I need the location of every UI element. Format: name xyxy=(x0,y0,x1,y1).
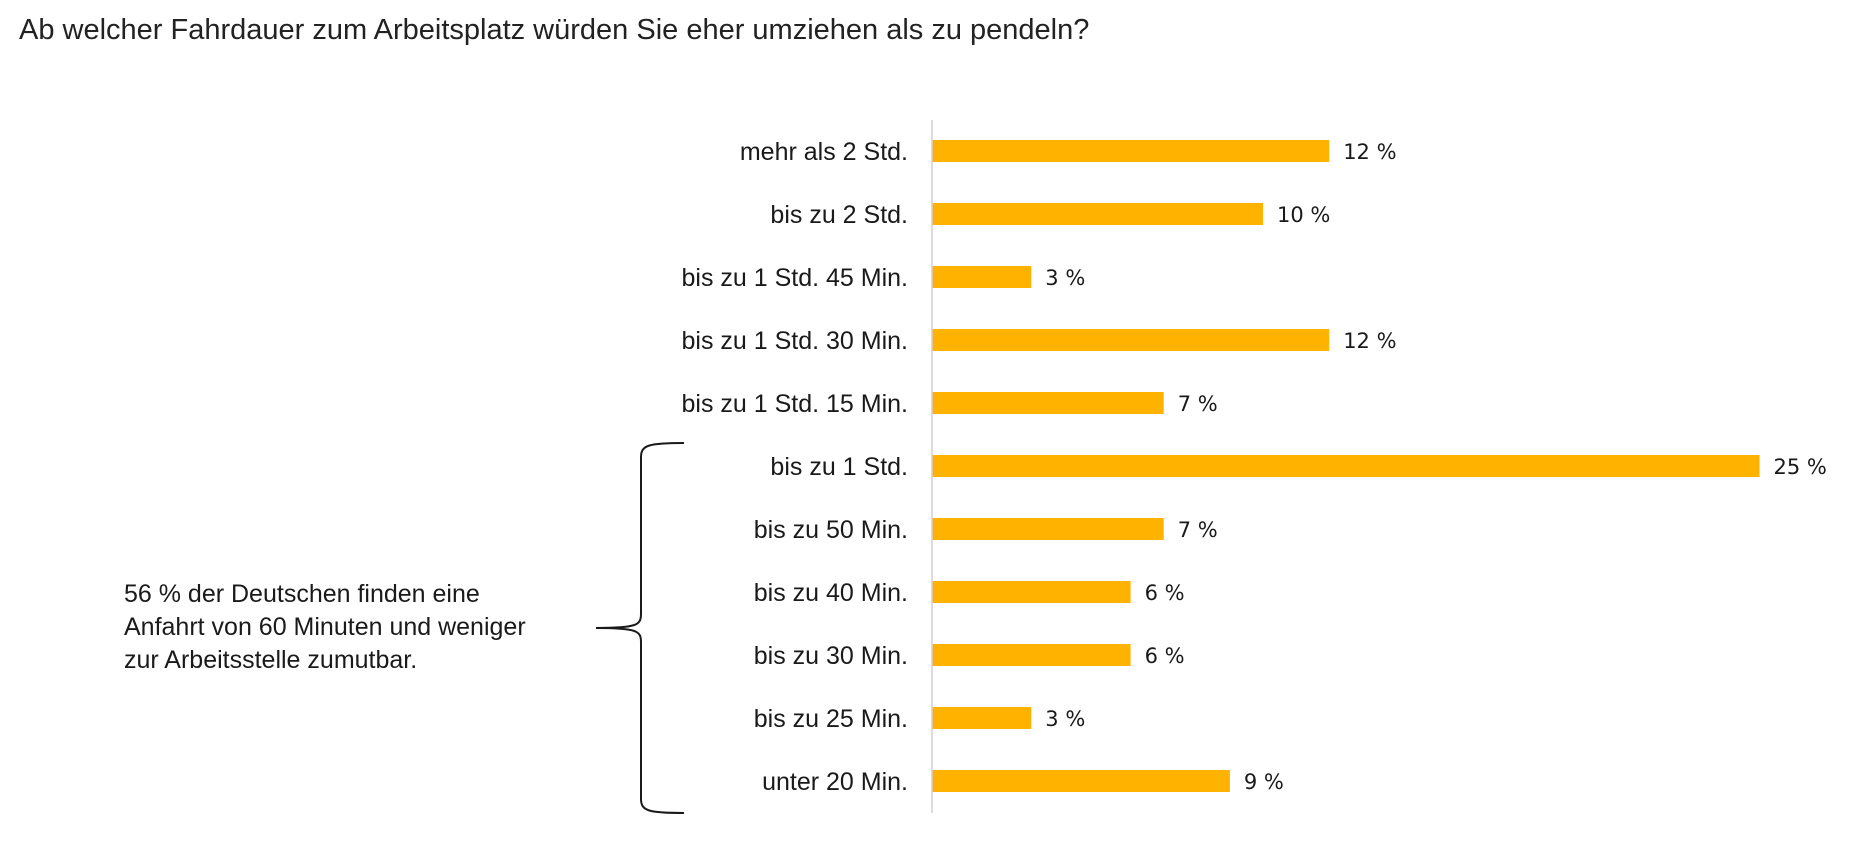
bars-group: mehr als 2 Std. 12 % bis zu 2 Std. 10 % bis … xyxy=(681,138,1826,796)
value-label: 25 % xyxy=(1774,455,1827,479)
value-label: 12 % xyxy=(1343,140,1396,164)
bar xyxy=(932,392,1164,414)
category-label: bis zu 50 Min. xyxy=(754,516,908,544)
category-label: bis zu 30 Min. xyxy=(754,642,908,670)
bar xyxy=(932,518,1164,540)
bar xyxy=(932,770,1230,792)
value-label: 12 % xyxy=(1343,329,1396,353)
value-label: 7 % xyxy=(1178,518,1218,542)
value-label: 9 % xyxy=(1244,770,1284,794)
category-label: mehr als 2 Std. xyxy=(740,138,908,166)
annotation-text: 56 % der Deutschen finden eine Anfahrt v… xyxy=(124,578,594,677)
annotation-line-3: zur Arbeitsstelle zumutbar. xyxy=(124,646,418,674)
value-label: 3 % xyxy=(1045,707,1085,731)
chart-title: Ab welcher Fahrdauer zum Arbeitsplatz wü… xyxy=(19,14,1090,46)
value-label: 6 % xyxy=(1145,581,1185,605)
category-label: bis zu 1 Std. 15 Min. xyxy=(681,390,908,418)
category-label: bis zu 25 Min. xyxy=(754,705,908,733)
annotation-line-1: 56 % der Deutschen finden eine xyxy=(124,580,480,608)
value-label: 7 % xyxy=(1178,392,1218,416)
annotation-bracket xyxy=(595,442,685,814)
annotation-line-2: Anfahrt von 60 Minuten und weniger xyxy=(124,613,526,641)
value-label: 3 % xyxy=(1045,266,1085,290)
bar xyxy=(932,329,1330,351)
bar xyxy=(932,140,1330,162)
value-label: 10 % xyxy=(1277,203,1330,227)
category-label: unter 20 Min. xyxy=(762,768,908,796)
category-label: bis zu 2 Std. xyxy=(770,201,908,229)
bar xyxy=(932,644,1131,666)
bar xyxy=(932,455,1760,477)
value-label: 6 % xyxy=(1145,644,1185,668)
bar xyxy=(932,581,1131,603)
bar xyxy=(932,707,1032,729)
category-label: bis zu 40 Min. xyxy=(754,579,908,607)
category-label: bis zu 1 Std. xyxy=(770,453,908,481)
category-label: bis zu 1 Std. 30 Min. xyxy=(681,327,908,355)
bar xyxy=(932,266,1032,288)
category-label: bis zu 1 Std. 45 Min. xyxy=(681,264,908,292)
bar xyxy=(932,203,1263,225)
